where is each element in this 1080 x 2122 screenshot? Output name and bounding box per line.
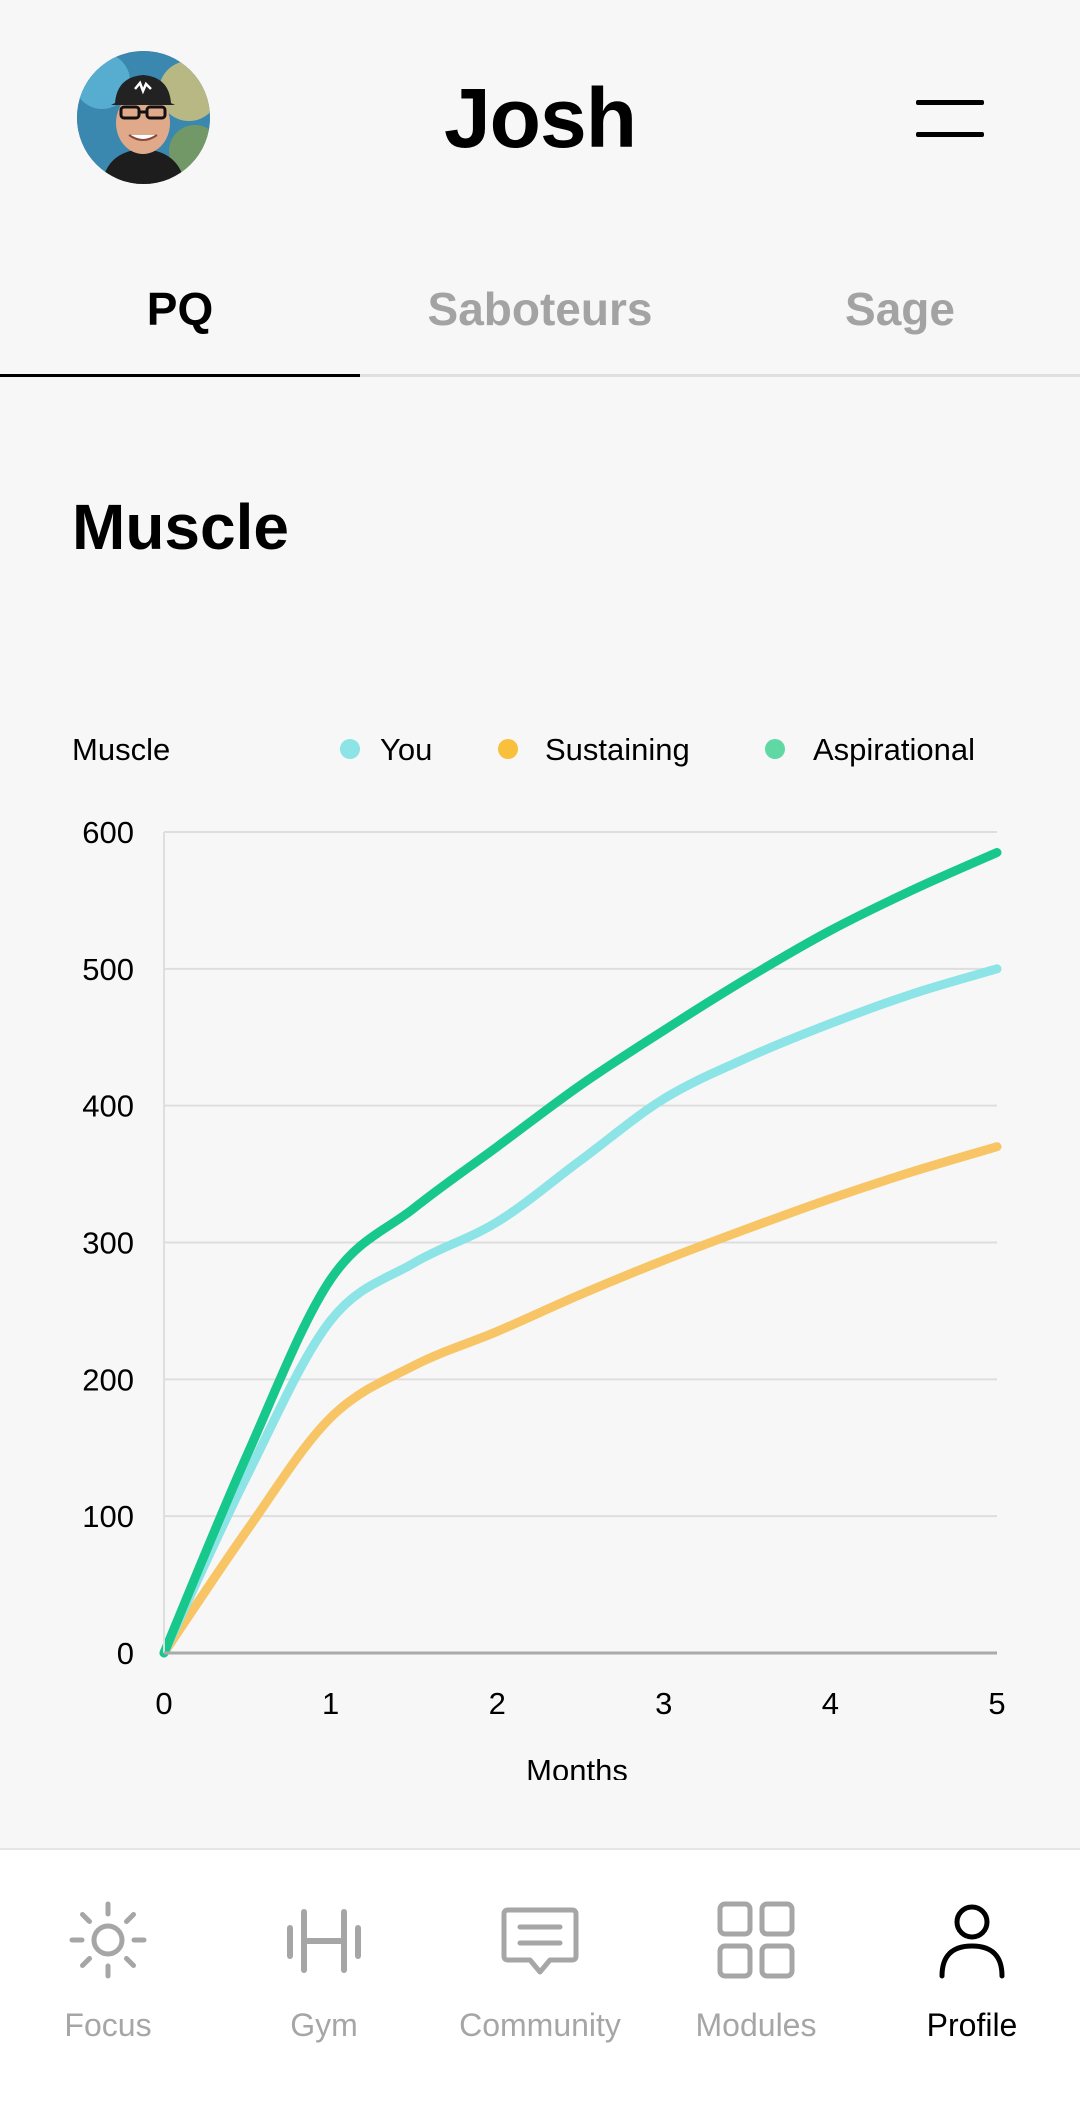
bottom-nav: Focus Gym [0,1848,1080,2122]
x-tick-label: 1 [322,1686,339,1721]
tab-label: Sage [845,282,955,335]
series-line-you [159,964,1002,1658]
x-tick-label: 5 [988,1686,1005,1721]
tab-label: PQ [146,282,214,335]
y-tick-label: 500 [82,952,134,987]
tab-sage[interactable]: Sage [720,240,1080,377]
nav-label: Focus [64,2007,152,2043]
y-axis-label: Muscle [72,732,170,767]
chart-svg: 0 100 200 300 400 500 600 0 1 2 3 4 5 Months Muscle Yo… [72,732,1006,1780]
nav-label: Community [459,2007,621,2043]
legend-label: You [380,732,432,767]
nav-item-modules[interactable]: Modules [648,1850,864,2122]
nav-label: Gym [290,2007,358,2043]
chat-bubble-icon [500,1900,580,1980]
series-line-sustaining [159,1142,1002,1658]
nav-item-profile[interactable]: Profile [864,1850,1080,2122]
active-tab-indicator [0,374,360,377]
y-tick-label: 600 [82,815,134,850]
hamburger-menu-icon[interactable] [910,96,990,144]
legend-label: Sustaining [545,732,690,767]
header: Josh [0,0,1080,240]
person-icon [932,1900,1012,1980]
barbell-icon [284,1900,364,1980]
y-tick-label: 400 [82,1089,134,1124]
tab-bar: PQ Saboteurs Sage [0,240,1080,377]
tab-pq[interactable]: PQ [0,240,360,377]
x-tick-label: 3 [655,1686,672,1721]
y-tick-label: 100 [82,1499,134,1534]
x-tick-label: 2 [489,1686,506,1721]
legend-dot [498,739,518,759]
avatar[interactable] [77,51,210,184]
y-tick-label: 200 [82,1362,134,1397]
section-title: Muscle [72,491,289,563]
menu-line [916,132,984,137]
nav-item-community[interactable]: Community [432,1850,648,2122]
muscle-chart: 0 100 200 300 400 500 600 0 1 2 3 4 5 Months Muscle Yo… [0,700,1080,1780]
menu-line [916,100,984,105]
nav-label: Modules [695,2007,817,2043]
avatar-photo [77,51,210,184]
sun-icon [68,1900,148,1980]
legend-dot [765,739,785,759]
y-tick-label: 300 [82,1226,134,1261]
page-title: Josh [443,71,637,165]
x-tick-label: 0 [155,1686,172,1721]
grid-icon [716,1900,796,1980]
y-tick-label: 0 [117,1636,134,1671]
legend-label: Aspirational [813,732,975,767]
series-line-aspirational [159,848,1002,1658]
tab-saboteurs[interactable]: Saboteurs [360,240,720,377]
nav-label: Profile [926,2007,1018,2043]
nav-item-gym[interactable]: Gym [216,1850,432,2122]
legend-dot [340,739,360,759]
tab-label: Saboteurs [427,282,653,335]
x-tick-label: 4 [822,1686,839,1721]
nav-item-focus[interactable]: Focus [0,1850,216,2122]
x-axis-label: Months [526,1753,628,1780]
